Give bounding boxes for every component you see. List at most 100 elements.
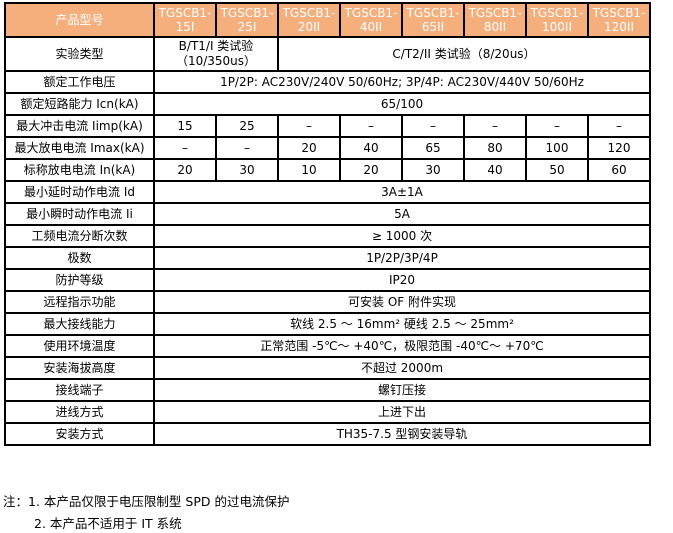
spec-value-cell: 30: [401, 158, 465, 182]
spec-value-cell: –: [525, 114, 589, 138]
model-name-line2: 40II: [359, 20, 383, 34]
row-label: 工频电流分断次数: [4, 224, 155, 248]
spec-value-cell: 20: [339, 158, 403, 182]
spec-value-cell: 100: [525, 136, 589, 160]
spec-value-cell: –: [277, 114, 341, 138]
spec-row: 最大放电电流 Imax(kA) – –20 40 65 80 100 120: [4, 136, 651, 160]
spec-value-cell: 25: [215, 114, 279, 138]
row-label: 最小瞬时动作电流 Ii: [4, 202, 155, 226]
header-model-cell: TGSCB1- 25I: [215, 2, 279, 38]
row-label: 使用环境温度: [4, 334, 155, 358]
spec-row: 接线端子 螺钉压接: [4, 378, 651, 402]
spec-value-cell: –: [153, 136, 217, 160]
spec-value-cell: 120: [587, 136, 651, 160]
spec-value-cell: 60: [587, 158, 651, 182]
model-name-line2: 80II: [483, 20, 507, 34]
spec-value-cell: 可安装 OF 附件实现: [153, 290, 651, 314]
spec-value-cell: C/T2/II 类试验（8/20us）: [277, 36, 651, 72]
header-model-cell: TGSCB1- 120II: [587, 2, 651, 38]
model-name-line1: TGSCB1-: [344, 6, 398, 20]
spec-value-cell: 65/100: [153, 92, 651, 116]
spec-value-cell: 螺钉压接: [153, 378, 651, 402]
model-name-line2: 120II: [604, 20, 634, 34]
row-label: 标称放电电流 In(kA): [4, 158, 155, 182]
spec-row: 极数 1P/2P/3P/4P: [4, 246, 651, 270]
spec-value-cell: IP20: [153, 268, 651, 292]
row-label: 最大冲击电流 Iimp(kA): [4, 114, 155, 138]
spec-row: 进线方式 上进下出: [4, 400, 651, 424]
spec-value-cell: 软线 2.5 ～ 16mm² 硬线 2.5 ～ 25mm²: [153, 312, 651, 336]
spec-value-cell: 不超过 2000m: [153, 356, 651, 380]
model-name-line1: TGSCB1-: [592, 6, 646, 20]
note-prefix: 注：: [3, 494, 29, 509]
spec-row: 使用环境温度 正常范围 -5℃～ +40℃，极限范围 -40℃～ +70℃: [4, 334, 651, 358]
row-label: 最大接线能力: [4, 312, 155, 336]
spec-value-cell: 1P/2P/3P/4P: [153, 246, 651, 270]
spec-value-cell: 40: [339, 136, 403, 160]
spec-row: 安装方式 TH35-7.5 型钢安装导轨: [4, 422, 651, 446]
model-name-line1: TGSCB1-: [220, 6, 274, 20]
spec-row: 工频电流分断次数 ≥ 1000 次: [4, 224, 651, 248]
spec-value-cell: 40: [463, 158, 527, 182]
table-header: 产品型号 TGSCB1- 15I TGSCB1- 25I TGSCB1- 20II TGSCB…: [4, 2, 651, 38]
row-label: 接线端子: [4, 378, 155, 402]
spec-value-cell: ≥ 1000 次: [153, 224, 651, 248]
row-label: 进线方式: [4, 400, 155, 424]
spec-value-cell: 80: [463, 136, 527, 160]
spec-row: 远程指示功能 可安装 OF 附件实现: [4, 290, 651, 314]
note-text-2: 2. 本产品不适用于 IT 系统: [34, 516, 182, 531]
spec-row: 最小延时动作电流 Id 3A±1A: [4, 180, 651, 204]
model-name-line1: TGSCB1-: [406, 6, 460, 20]
model-name-line1: TGSCB1-: [530, 6, 584, 20]
model-name-line1: TGSCB1-: [282, 6, 336, 20]
product-spec-table: 产品型号 TGSCB1- 15I TGSCB1- 25I TGSCB1- 20II TGSCB…: [4, 2, 651, 446]
spec-row: 防护等级 IP20: [4, 268, 651, 292]
row-label: 安装方式: [4, 422, 155, 446]
spec-row: 额定工作电压 1P/2P: AC230V/240V 50/60Hz; 3P/4P:…: [4, 70, 651, 94]
spec-value-cell: –: [463, 114, 527, 138]
header-model-cell: TGSCB1- 80II: [463, 2, 527, 38]
note-line-2: 2. 本产品不适用于 IT 系统: [34, 513, 289, 533]
spec-value-cell: 20: [277, 136, 341, 160]
header-model-cell: TGSCB1- 40II: [339, 2, 403, 38]
header-product-model-label: 产品型号: [4, 2, 155, 38]
spec-value-cell: 上进下出: [153, 400, 651, 424]
note-text-1: 1. 本产品仅限于电压限制型 SPD 的过电流保护: [28, 494, 290, 509]
spec-value-cell: 30: [215, 158, 279, 182]
row-label: 防护等级: [4, 268, 155, 292]
spec-value-cell: –: [215, 136, 279, 160]
spec-value-cell: 10: [277, 158, 341, 182]
notes-block: 注：1. 本产品仅限于电压限制型 SPD 的过电流保护 2. 本产品不适用于 I…: [3, 491, 289, 533]
row-label: 远程指示功能: [4, 290, 155, 314]
spec-row: 最大接线能力 软线 2.5 ～ 16mm² 硬线 2.5 ～ 25mm²: [4, 312, 651, 336]
model-name-line1: TGSCB1-: [158, 6, 212, 20]
spec-value-cell: 20: [153, 158, 217, 182]
model-name-line2: 65II: [421, 20, 445, 34]
spec-value-cell: TH35-7.5 型钢安装导轨: [153, 422, 651, 446]
spec-row: 最大冲击电流 Iimp(kA) 15 25– – – – – –: [4, 114, 651, 138]
spec-value-cell: 1P/2P: AC230V/240V 50/60Hz; 3P/4P: AC230…: [153, 70, 651, 94]
row-label: 额定短路能力 Icn(kA): [4, 92, 155, 116]
spec-value-cell: 5A: [153, 202, 651, 226]
spec-value-cell: 15: [153, 114, 217, 138]
header-model-cell: TGSCB1- 100II: [525, 2, 589, 38]
note-line-1: 注：1. 本产品仅限于电压限制型 SPD 的过电流保护: [3, 491, 289, 513]
spec-value-cell: –: [401, 114, 465, 138]
spec-value-cell: B/T1/I 类试验（10/350us）: [153, 36, 279, 72]
row-label: 极数: [4, 246, 155, 270]
header-model-cell: TGSCB1- 15I: [153, 2, 217, 38]
spec-value-cell: 3A±1A: [153, 180, 651, 204]
row-label: 最大放电电流 Imax(kA): [4, 136, 155, 160]
header-row: 产品型号 TGSCB1- 15I TGSCB1- 25I TGSCB1- 20II TGSCB…: [4, 2, 651, 38]
spec-value-cell: 65: [401, 136, 465, 160]
model-name-line2: 25I: [237, 20, 257, 34]
spec-value-cell: –: [587, 114, 651, 138]
spec-row: 标称放电电流 In(kA) 20 30 10 20 30 40 50 60: [4, 158, 651, 182]
model-name-line2: 20II: [297, 20, 321, 34]
spec-value-cell: 50: [525, 158, 589, 182]
spec-row: 实验类型 B/T1/I 类试验（10/350us） C/T2/II 类试验（8/20…: [4, 36, 651, 72]
header-model-cell: TGSCB1- 65II: [401, 2, 465, 38]
row-label: 实验类型: [4, 36, 155, 72]
model-name-line1: TGSCB1-: [468, 6, 522, 20]
